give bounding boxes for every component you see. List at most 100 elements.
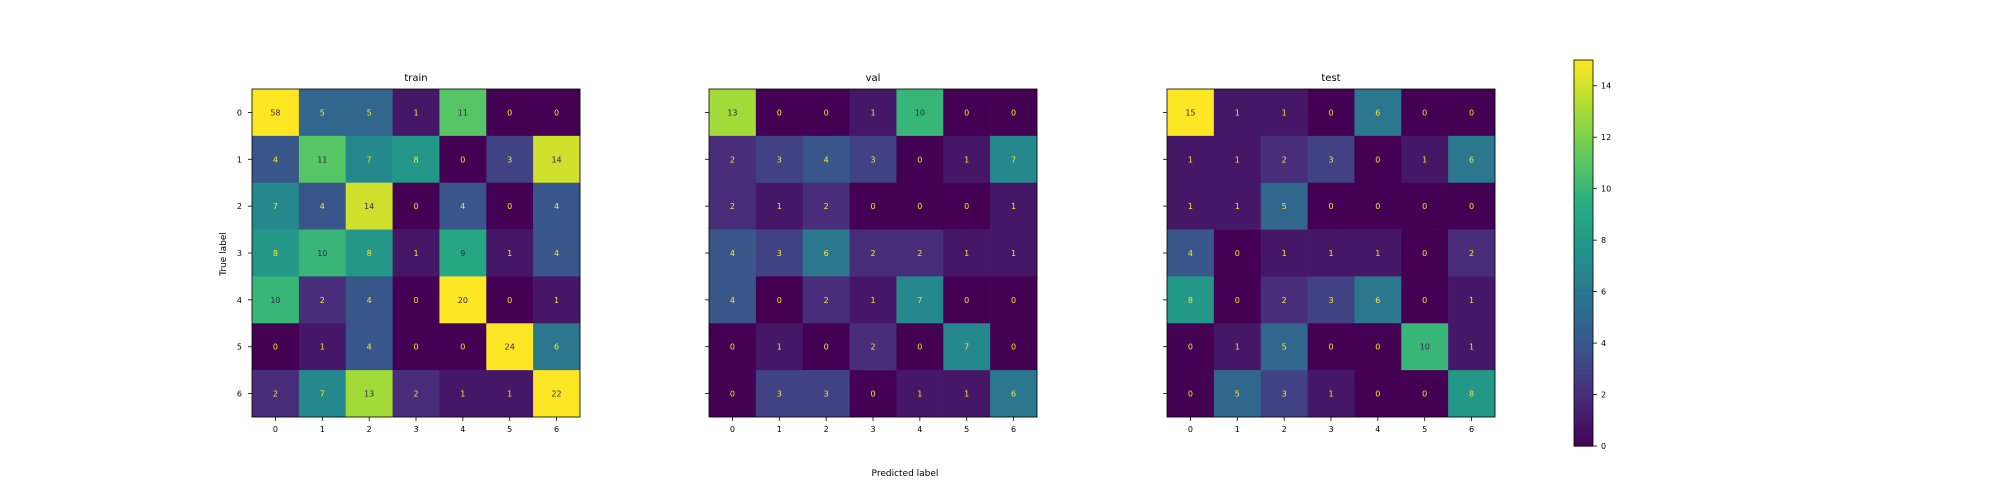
colorbar-segment xyxy=(1574,60,1593,64)
heatmap-cell xyxy=(486,276,534,324)
colorbar-segment xyxy=(1574,417,1593,421)
heatmap-cell xyxy=(990,182,1038,230)
colorbar-segment xyxy=(1574,240,1593,244)
colorbar-segment xyxy=(1574,301,1593,306)
x-axis-label: Predicted label xyxy=(872,469,939,479)
colorbar-segment xyxy=(1574,150,1593,154)
cell-value-label: 4 xyxy=(320,202,325,211)
x-tick-label: 5 xyxy=(507,425,512,434)
heatmap-cell xyxy=(1260,370,1308,418)
colorbar-segment xyxy=(1574,211,1593,215)
colorbar-segment xyxy=(1574,272,1593,277)
colorbar-segment xyxy=(1574,156,1593,161)
cell-value-label: 2 xyxy=(824,296,829,305)
heatmap-cell xyxy=(392,276,440,324)
heatmap-cell xyxy=(896,229,944,277)
colorbar-segment xyxy=(1574,423,1593,428)
x-tick-label: 0 xyxy=(1188,425,1193,434)
cell-value-label: 6 xyxy=(1375,108,1380,117)
colorbar-segment xyxy=(1574,378,1593,383)
colorbar-segment xyxy=(1574,98,1593,103)
cell-value-label: 8 xyxy=(413,155,418,164)
colorbar-segment xyxy=(1574,362,1593,367)
heatmap-cell xyxy=(298,135,347,184)
heatmap-cell xyxy=(755,182,804,230)
y-tick-label: 1 xyxy=(237,155,242,164)
cell-value-label: 6 xyxy=(1469,155,1474,164)
cell-value-label: 5 xyxy=(1282,343,1287,352)
colorbar-segment xyxy=(1574,304,1593,309)
cell-value-label: 2 xyxy=(870,343,875,352)
cell-value-label: 1 xyxy=(1235,343,1240,352)
colorbar-segment xyxy=(1574,388,1593,392)
heatmap-cell xyxy=(1213,135,1262,184)
cell-value-label: 2 xyxy=(917,249,922,258)
colorbar-segment xyxy=(1574,88,1593,93)
heatmap-cell xyxy=(1167,229,1215,277)
heatmap-cell xyxy=(1167,135,1215,184)
cell-value-label: 5 xyxy=(1282,202,1287,211)
cell-value-label: 10 xyxy=(1420,343,1430,352)
heatmap-cell xyxy=(709,89,757,137)
cell-value-label: 1 xyxy=(554,296,559,305)
heatmap-cell xyxy=(755,89,804,137)
heatmap-cell xyxy=(849,135,897,184)
colorbar-segment xyxy=(1574,224,1593,228)
x-tick-label: 3 xyxy=(413,425,418,434)
heatmap-cell xyxy=(533,370,581,418)
colorbar-segment xyxy=(1574,92,1593,96)
cell-value-label: 0 xyxy=(777,296,782,305)
cell-value-label: 13 xyxy=(364,390,374,399)
cell-value-label: 3 xyxy=(507,155,512,164)
colorbar-segment xyxy=(1574,76,1593,80)
heatmap-cell xyxy=(1307,276,1355,324)
cell-value-label: 8 xyxy=(367,249,372,258)
heatmap-cell xyxy=(755,276,804,324)
colorbar-segment xyxy=(1574,310,1593,315)
heatmap-cell xyxy=(486,323,534,371)
heatmap-cell xyxy=(943,229,991,277)
cell-value-label: 6 xyxy=(824,249,829,258)
heatmap-cell xyxy=(1260,135,1308,184)
x-tick-label: 6 xyxy=(1011,425,1016,434)
cell-value-label: 1 xyxy=(1011,202,1016,211)
colorbar-segment xyxy=(1574,249,1593,254)
cell-value-label: 0 xyxy=(1422,296,1427,305)
cell-value-label: 0 xyxy=(273,343,278,352)
cell-value-label: 0 xyxy=(1469,108,1474,117)
cell-value-label: 15 xyxy=(1185,108,1195,117)
heatmap-cell xyxy=(298,182,347,230)
cell-value-label: 0 xyxy=(964,296,969,305)
cell-value-label: 0 xyxy=(1235,249,1240,258)
cell-value-label: 1 xyxy=(777,202,782,211)
heatmap-cell xyxy=(1401,370,1449,418)
cell-value-label: 0 xyxy=(1235,296,1240,305)
colorbar-segment xyxy=(1574,159,1593,164)
x-tick-label: 3 xyxy=(1328,425,1333,434)
cell-value-label: 1 xyxy=(1469,296,1474,305)
heatmap-cell xyxy=(896,370,944,418)
colorbar-segment xyxy=(1574,191,1593,196)
heatmap-cell xyxy=(1260,182,1308,230)
colorbar-segment xyxy=(1574,82,1593,87)
heatmap-cell xyxy=(298,323,347,371)
cell-value-label: 4 xyxy=(367,296,372,305)
cell-value-label: 1 xyxy=(777,343,782,352)
cell-value-label: 1 xyxy=(1375,249,1380,258)
cell-value-label: 0 xyxy=(730,390,735,399)
cell-value-label: 1 xyxy=(1328,390,1333,399)
colorbar-segment xyxy=(1574,294,1593,299)
colorbar-segment xyxy=(1574,397,1593,402)
colorbar-tick-label: 12 xyxy=(1601,133,1611,142)
colorbar-segment xyxy=(1574,111,1593,116)
colorbar-segment xyxy=(1574,253,1593,257)
heatmap-cell xyxy=(802,229,850,277)
heatmap-cell xyxy=(1307,89,1355,137)
cell-value-label: 3 xyxy=(870,155,875,164)
colorbar-segment xyxy=(1574,95,1593,100)
colorbar-segment xyxy=(1574,133,1593,138)
colorbar-segment xyxy=(1574,140,1593,145)
heatmap-cell xyxy=(755,229,804,277)
heatmap-cell xyxy=(755,370,804,418)
cell-value-label: 1 xyxy=(964,249,969,258)
